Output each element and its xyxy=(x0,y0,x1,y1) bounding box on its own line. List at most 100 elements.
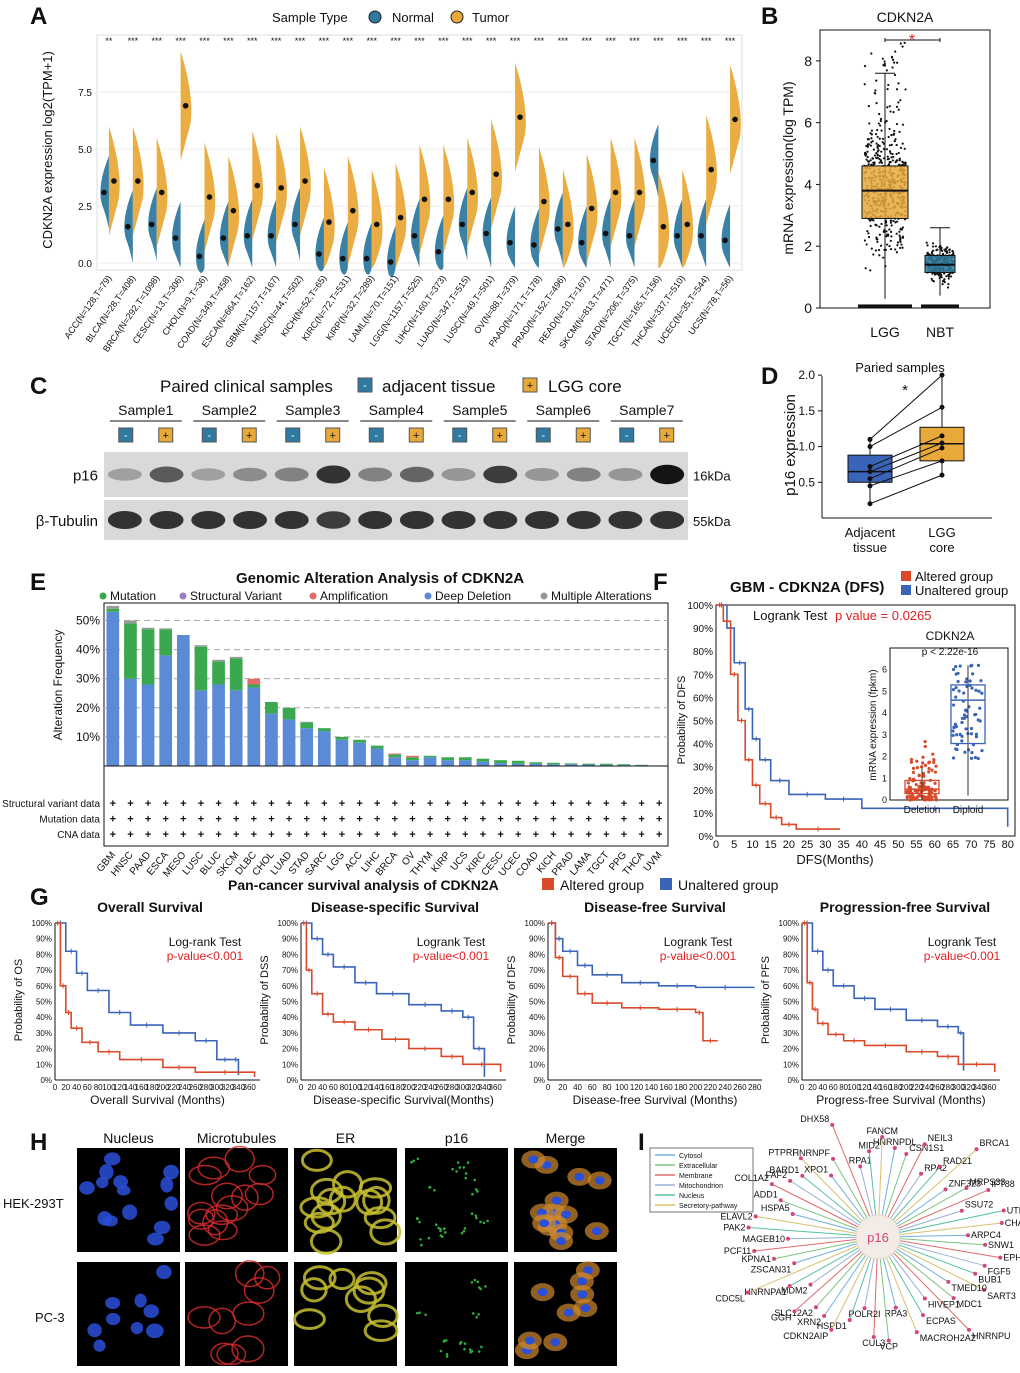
violin-normal xyxy=(339,222,348,275)
track-marker: + xyxy=(233,798,239,810)
chart-title: Paried samples xyxy=(855,360,945,375)
data-point xyxy=(888,150,892,153)
data-point xyxy=(883,64,886,67)
network-node-label: VCP xyxy=(879,1342,898,1352)
p16-dot xyxy=(437,1226,440,1230)
track-marker: + xyxy=(409,829,415,841)
test-label: Logrank Test xyxy=(417,935,486,949)
network-node-label: ADD1 xyxy=(754,1189,778,1199)
lane-swatch xyxy=(285,427,301,443)
micrograph xyxy=(77,1262,180,1366)
track-marker: + xyxy=(162,829,168,841)
data-point xyxy=(870,133,873,136)
y-tick-label: 100% xyxy=(779,919,799,928)
data-point xyxy=(867,104,870,108)
network-node-label: KPNA1 xyxy=(742,1254,772,1264)
bar-segment xyxy=(388,754,402,758)
network-node-label: FGF5 xyxy=(988,1267,1011,1277)
nucleus-blob xyxy=(134,1293,147,1308)
inset-point xyxy=(909,789,913,793)
inset-point xyxy=(915,796,919,801)
median-point-tumor xyxy=(158,189,165,196)
network-node xyxy=(790,1212,795,1217)
inset-point xyxy=(909,757,914,762)
median-point-tumor xyxy=(350,207,356,214)
data-point xyxy=(879,124,882,127)
inset-point xyxy=(958,732,962,737)
panel-i-network: Cytosol Extracellular Membrane Mitochondrio… xyxy=(649,1114,1020,1352)
data-point xyxy=(887,83,890,87)
track-marker: + xyxy=(638,829,644,841)
legend-symbol: - xyxy=(363,380,367,392)
p16-dot xyxy=(476,1190,479,1193)
bar-segment xyxy=(247,678,261,685)
cell-outline xyxy=(328,1185,357,1213)
median-point-tumor xyxy=(206,194,213,200)
p16-dot xyxy=(458,1166,462,1169)
x-tick-label: 360 xyxy=(489,1083,503,1092)
bar-segment xyxy=(247,687,261,766)
pair-point xyxy=(867,464,873,470)
panel-d-paired-box-chart: Paried samples 0.5 1.0 1.5 2.0 p16 expression… xyxy=(782,360,992,555)
inset-point xyxy=(905,790,909,794)
nucleus-blob xyxy=(146,1323,164,1339)
data-point xyxy=(940,248,943,251)
data-point xyxy=(931,242,935,245)
lane-symbol: + xyxy=(246,430,252,442)
x-tick-label: 360 xyxy=(983,1083,997,1092)
x-tick-label: 260 xyxy=(931,1083,945,1092)
pair-point xyxy=(939,404,945,410)
cell-outline xyxy=(303,1211,335,1234)
data-point xyxy=(888,144,891,147)
data-point xyxy=(878,154,882,158)
bar-segment xyxy=(300,722,314,729)
nucleus-blob xyxy=(105,1312,121,1326)
significance-label: *** xyxy=(151,36,162,46)
nucleus-blob xyxy=(163,1164,179,1180)
bar-segment xyxy=(494,763,507,766)
data-point xyxy=(893,140,896,143)
zero-cluster xyxy=(858,304,912,309)
y-tick-label: 100% xyxy=(32,919,52,928)
inset-y-tick: 1 xyxy=(882,773,887,783)
inset-point xyxy=(969,726,974,731)
significance-label: *** xyxy=(414,36,425,46)
bar-segment xyxy=(635,764,648,766)
legend-unaltered-label: Unaltered group xyxy=(915,583,1008,598)
pair-line xyxy=(869,447,943,480)
legend-swatch xyxy=(179,592,187,600)
track-marker: + xyxy=(497,814,503,826)
track-marker: + xyxy=(515,829,521,841)
data-point xyxy=(889,239,892,242)
track-marker: + xyxy=(286,829,292,841)
pair-line xyxy=(869,474,943,505)
track-marker: + xyxy=(409,798,415,810)
y-tick-label: 100% xyxy=(525,919,545,928)
pair-point xyxy=(867,444,873,450)
x-axis-title: Overall Survival (Months) xyxy=(90,1093,225,1107)
y-tick-label: 60% xyxy=(282,982,298,991)
inset-point xyxy=(969,732,974,736)
track-marker: + xyxy=(321,829,327,841)
median-point-normal xyxy=(244,232,251,239)
cell-outline xyxy=(352,1276,386,1305)
network-node xyxy=(1001,1208,1006,1213)
data-point xyxy=(886,88,889,91)
network-node xyxy=(788,1178,793,1183)
pair-point xyxy=(939,458,945,464)
p16-dot xyxy=(474,1188,478,1191)
bar-segment xyxy=(406,755,419,758)
x-tick-label: 20 xyxy=(61,1083,70,1092)
y-tick-label: 30% xyxy=(693,763,713,774)
inset-point xyxy=(917,773,921,777)
legend-title: Sample Type xyxy=(272,10,348,25)
data-point xyxy=(931,245,935,248)
track-marker: + xyxy=(656,829,662,841)
inset-point xyxy=(919,794,924,798)
bar-segment xyxy=(529,763,543,766)
data-point xyxy=(887,157,890,160)
inset-x-label: Diploid xyxy=(953,805,984,816)
track-frame xyxy=(103,765,669,847)
track-marker: + xyxy=(268,829,274,841)
data-point xyxy=(870,137,873,140)
